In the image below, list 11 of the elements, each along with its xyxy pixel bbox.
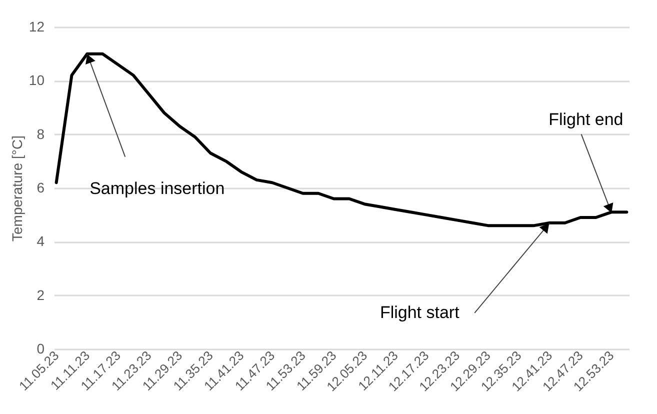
y-axis-title: Temperature [°C] — [8, 136, 25, 242]
y-tick-label: 12 — [28, 18, 45, 34]
annotation: Flight start — [380, 302, 460, 322]
y-tick-label: 10 — [28, 72, 45, 88]
annotation: Samples insertion — [90, 178, 225, 198]
y-tick-label: 4 — [36, 233, 45, 250]
annotation: Flight end — [548, 110, 624, 130]
y-tick-label: 2 — [36, 286, 45, 303]
y-tick-label: 0 — [36, 340, 45, 356]
y-tick-label: 8 — [36, 126, 45, 142]
y-tick-label: 6 — [36, 180, 45, 196]
